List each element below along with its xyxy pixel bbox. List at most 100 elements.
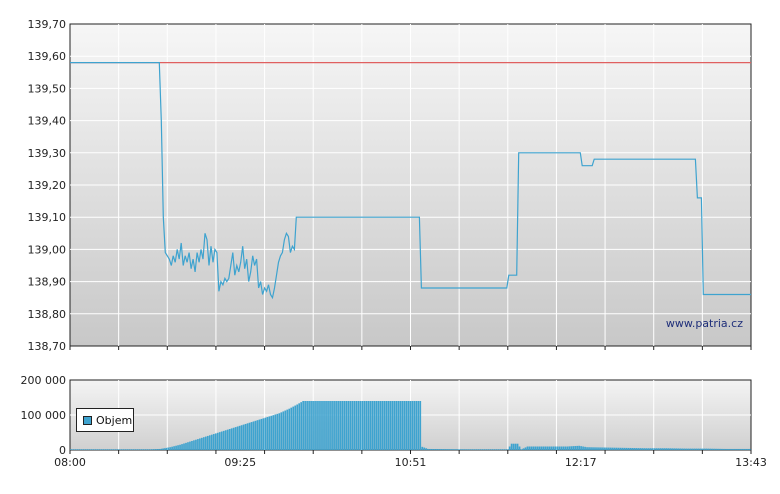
volume-bar <box>147 449 150 450</box>
volume-bar <box>663 448 666 450</box>
volume-bar <box>262 418 265 450</box>
volume-bar <box>103 449 106 450</box>
volume-bar <box>532 446 535 450</box>
volume-bar <box>242 424 245 450</box>
volume-bar <box>606 447 608 450</box>
volume-bar <box>85 449 88 450</box>
volume-bar <box>264 417 267 450</box>
volume-bar <box>665 448 668 450</box>
volume-bar <box>731 448 733 450</box>
volume-bar <box>125 449 128 450</box>
volume-bar <box>494 449 497 450</box>
volume-bar <box>278 413 281 450</box>
volume-bar <box>135 449 138 450</box>
volume-bar <box>705 448 708 450</box>
volume-bar <box>310 401 312 450</box>
volume-bar <box>232 427 235 450</box>
volume-bar <box>459 449 461 450</box>
volume-bar <box>631 448 634 450</box>
volume-bar <box>212 434 215 450</box>
volume-bar <box>574 446 576 450</box>
volume-bar <box>484 449 487 450</box>
volume-bar <box>326 401 328 450</box>
volume-bar <box>254 420 257 450</box>
volume-bar <box>218 432 221 450</box>
volume-bar <box>435 449 438 450</box>
volume-bar <box>298 403 301 450</box>
volume-bar <box>409 401 412 450</box>
volume-bar <box>357 401 360 450</box>
volume-bar <box>475 449 477 450</box>
volume-bar <box>572 446 574 450</box>
volume-bar <box>437 449 439 450</box>
volume-bar <box>199 438 201 450</box>
volume-bar <box>300 402 302 450</box>
volume-bar <box>584 446 586 450</box>
volume-bar <box>477 449 479 450</box>
volume-bar <box>95 449 98 450</box>
volume-bar <box>282 411 285 450</box>
volume-bar <box>480 449 483 450</box>
volume-bar <box>729 448 731 450</box>
volume-bar <box>296 404 299 450</box>
volume-bar <box>280 412 283 450</box>
volume-bar <box>256 420 259 450</box>
volume-bar <box>619 447 622 450</box>
volume-bar <box>195 439 197 450</box>
volume-bar <box>361 401 364 450</box>
volume-bar <box>677 448 680 450</box>
volume-bar <box>592 447 594 450</box>
volume-bar <box>117 449 120 450</box>
volume-bar <box>336 401 338 450</box>
volume-bar <box>240 425 243 450</box>
volume-bar <box>449 449 451 450</box>
volume-bar <box>544 446 547 450</box>
volume-bar <box>735 448 737 450</box>
volume-y-tick-label: 200 000 <box>21 374 67 387</box>
price-grid <box>69 24 752 350</box>
volume-bar <box>516 443 519 450</box>
legend-swatch-objem <box>83 415 92 425</box>
volume-bar <box>689 448 692 450</box>
volume-bar <box>266 417 269 450</box>
volume-bar <box>588 447 590 450</box>
volume-bar <box>721 448 723 450</box>
volume-bar <box>441 449 443 450</box>
volume-bar <box>77 449 80 450</box>
volume-bar <box>447 449 449 450</box>
volume-bar <box>155 449 158 450</box>
volume-bar <box>701 448 704 450</box>
price-line <box>70 62 751 300</box>
volume-bar <box>403 401 406 450</box>
volume-bar <box>411 401 414 450</box>
volume-bar <box>91 449 94 450</box>
volume-bar <box>655 448 658 450</box>
volume-bar <box>222 430 225 450</box>
volume-bar <box>151 449 154 450</box>
volume-bar <box>602 447 604 450</box>
volume-bar <box>206 435 209 450</box>
volume-bar <box>695 448 698 450</box>
volume-bar <box>445 449 447 450</box>
volume-bar <box>268 416 271 450</box>
volume-bar <box>679 448 682 450</box>
volume-bar <box>393 401 396 450</box>
volume-bar <box>512 443 515 450</box>
volume-bar <box>534 446 537 450</box>
volume-bar <box>439 449 441 450</box>
volume-bar <box>149 449 152 450</box>
volume-bar <box>343 401 346 450</box>
volume-bar <box>169 447 171 450</box>
volume-bar <box>657 448 660 450</box>
volume-bar <box>576 445 578 450</box>
volume-bar <box>308 401 310 450</box>
volume-bar <box>179 444 181 450</box>
volume-bar <box>97 449 100 450</box>
volume-bar <box>719 448 721 450</box>
volume-bar <box>639 448 642 450</box>
volume-bar <box>621 447 624 450</box>
volume-bar <box>270 415 273 450</box>
volume-bar <box>651 448 654 450</box>
volume-bar <box>747 448 749 450</box>
